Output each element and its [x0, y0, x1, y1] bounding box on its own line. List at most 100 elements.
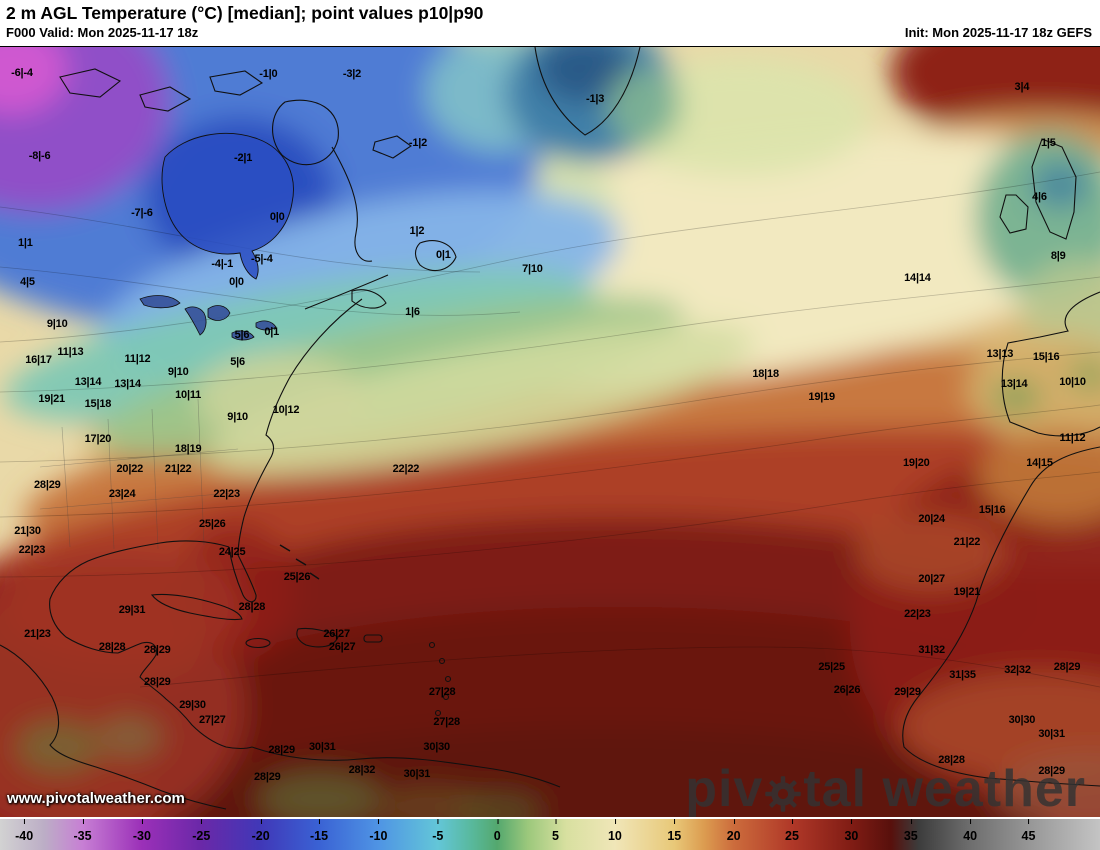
point-value-label: 13|13: [986, 348, 1014, 361]
point-value-label: 31|35: [949, 669, 976, 682]
point-value-label: 28|29: [1053, 660, 1081, 673]
point-value-label: 24|25: [218, 546, 246, 559]
point-value-label: 20|24: [918, 513, 945, 525]
point-value-label: 8|9: [1050, 249, 1066, 262]
point-value-label: 5|6: [234, 328, 250, 341]
colorbar-tick: 40: [963, 819, 978, 843]
state-boundaries: [39, 398, 239, 550]
point-value-label: 28|29: [144, 676, 171, 689]
point-value-label: 29|31: [118, 603, 146, 616]
point-value-label: 0|1: [435, 248, 451, 261]
point-value-label: -1|0: [259, 67, 278, 80]
point-value-label: -2|1: [234, 151, 253, 164]
point-value-label: 15|18: [84, 398, 112, 411]
point-value-label: 13|14: [114, 378, 141, 391]
gear-icon: [765, 776, 802, 812]
colorbar-tick: -40: [15, 819, 34, 843]
point-value-label: 22|23: [904, 607, 931, 620]
point-value-label: 32|32: [1004, 663, 1031, 676]
point-value-label: 29|30: [179, 699, 206, 712]
point-value-label: 15|16: [978, 503, 1006, 516]
point-value-label: -8|-6: [28, 150, 51, 163]
valid-time-label: F000 Valid: Mon 2025-11-17 18z: [6, 25, 199, 40]
point-value-label: 28|28: [98, 640, 126, 653]
point-value-label: 16|17: [25, 353, 52, 366]
brand-text-post: tal weather: [803, 760, 1086, 817]
point-value-label: 28|29: [254, 770, 281, 783]
point-value-label: 20|27: [918, 573, 945, 586]
point-value-label: 27|28: [428, 686, 456, 699]
colorbar-tick: 35: [903, 819, 918, 843]
point-value-label: 28|29: [144, 643, 171, 656]
colorbar-tick: -20: [251, 819, 270, 843]
point-value-label: 11|12: [124, 352, 151, 365]
point-value-label: 22|22: [392, 462, 420, 475]
point-value-label: 10|12: [272, 403, 300, 416]
point-value-label: 1|5: [1040, 137, 1056, 150]
point-value-label: 21|22: [164, 462, 192, 475]
point-value-label: 25|26: [283, 570, 311, 583]
colorbar-tick: -25: [192, 819, 211, 843]
colorbar-tick: -5: [432, 819, 444, 843]
point-value-label: 20|22: [116, 462, 144, 475]
colorbar-tick: -30: [132, 819, 151, 843]
colorbar-tick: 30: [844, 819, 859, 843]
coastlines: [0, 47, 1100, 810]
point-value-label: 21|22: [953, 536, 981, 549]
point-value-label: 1|6: [405, 305, 420, 318]
point-value-label: 9|10: [227, 411, 248, 424]
point-value-label: 31|32: [918, 643, 945, 656]
point-value-label: 11|13: [57, 345, 84, 358]
point-value-label: 30|31: [403, 767, 431, 780]
point-value-label: 28|28: [238, 600, 266, 613]
point-value-label: 19|20: [903, 456, 930, 469]
point-value-label: 21|23: [24, 627, 51, 640]
point-value-label: 30|30: [1008, 713, 1036, 726]
point-value-label: 28|29: [1038, 764, 1065, 777]
point-value-label: 0|0: [269, 211, 285, 224]
point-value-label: 30|31: [1038, 727, 1065, 740]
point-value-label: -5|-4: [250, 252, 273, 265]
point-value-label: 30|30: [423, 740, 450, 753]
brand-watermark: piv tal weather: [685, 763, 1086, 815]
point-value-label: 10|10: [1059, 375, 1086, 388]
point-value-label: -1|3: [586, 93, 605, 106]
point-value-label: -6|-4: [11, 67, 33, 80]
point-value-label: 0|1: [264, 325, 280, 338]
colorbar-tick: 45: [1021, 819, 1036, 843]
point-value-label: 22|23: [213, 488, 240, 501]
point-value-label: -7|-6: [131, 207, 153, 220]
point-value-label: 14|14: [904, 272, 931, 284]
colorbar-tick: -35: [73, 819, 92, 843]
point-value-label: 28|32: [348, 764, 376, 777]
point-value-label: 10|11: [175, 389, 202, 402]
point-value-label: 18|19: [174, 442, 202, 455]
point-value-label: 3|4: [1014, 81, 1030, 94]
point-value-label: 4|5: [20, 275, 35, 288]
colorbar-tick: 20: [726, 819, 741, 843]
point-value-label: 28|29: [268, 744, 295, 756]
colorbar-tick-labels: -40 -35 -30 -25 -20 -15 -10 -5 0 5 10 15 20 25 30 35 40 4…: [0, 819, 1100, 850]
point-value-label: 11|12: [1059, 432, 1086, 445]
point-value-label: 18|18: [752, 368, 779, 381]
map-title: 2 m AGL Temperature (°C) [median]; point…: [6, 3, 484, 23]
point-value-label: 4|6: [1032, 191, 1047, 204]
brand-text-pre: piv: [685, 760, 764, 817]
point-value-label: 28|28: [938, 754, 965, 767]
colorbar-tick: -15: [309, 819, 329, 843]
point-value-label: 9|10: [46, 318, 68, 331]
colorbar-gradient: [0, 819, 1100, 850]
point-value-label: 1|1: [17, 237, 33, 250]
point-value-label: 26|27: [328, 640, 356, 653]
point-value-label: 29|29: [894, 686, 921, 699]
map-canvas: -6|-4 -1|0 -3|2 3|4 -8|-6 -2|1 -1|3 1|5 -7|-6 -1|…: [0, 46, 1100, 817]
point-value-label: 19|19: [808, 391, 835, 404]
point-value-label: 27|28: [433, 716, 460, 729]
point-value-label: 28|29: [34, 479, 61, 492]
point-value-label: 7|10: [522, 262, 543, 275]
point-value-label: 25|25: [818, 660, 845, 673]
point-value-label: 0|0: [229, 275, 244, 288]
point-value-label: -3|2: [342, 67, 362, 80]
point-value-label: 17|20: [84, 432, 112, 445]
